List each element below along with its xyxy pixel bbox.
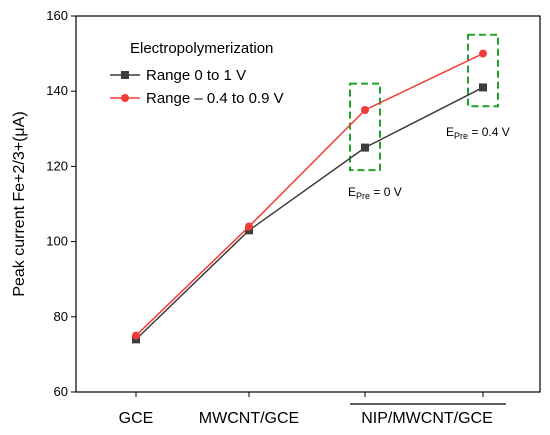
legend-marker-series-2	[121, 94, 129, 102]
plot-frame	[75, 15, 541, 393]
y-tick-label: 80	[54, 309, 68, 324]
series-2-line	[135, 52, 484, 337]
axes: 60 80 100 120 140 160 GCE MWCNT/GCE NIP/MWCNT/GC…	[11, 8, 541, 427]
series-2-point	[132, 331, 140, 340]
highlight-box	[467, 33, 499, 108]
series-1-point	[361, 143, 369, 152]
legend-label-series-2: Range – 0.4 to 0.9 V	[146, 90, 284, 107]
x-tick-label: GCE	[119, 410, 154, 427]
series-2-point	[245, 222, 253, 231]
highlight-box	[349, 82, 381, 172]
legend-marker-series-1	[121, 71, 129, 79]
series-2-point	[479, 49, 487, 58]
y-tick-label: 120	[46, 158, 68, 173]
y-axis-title: Peak current Fe+2/3+(μA)	[11, 111, 28, 296]
legend: Electropolymerization Range 0 to 1 V Ran…	[110, 40, 284, 107]
y-tick-label: 100	[46, 234, 68, 249]
y-tick-label: 160	[46, 8, 68, 23]
x-tick-label: NIP/MWCNT/GCE	[361, 410, 493, 427]
highlight-boxes	[349, 33, 499, 172]
annotation-label: EPre = 0.4 V	[446, 125, 510, 141]
y-tick-label: 140	[46, 83, 68, 98]
series-1-line	[135, 86, 484, 340]
series-lines	[132, 49, 487, 344]
annotation-label: EPre = 0 V	[348, 185, 402, 201]
legend-title: Electropolymerization	[130, 40, 273, 57]
annotations: EPre = 0 V EPre = 0.4 V	[348, 125, 510, 201]
series-2-point	[361, 106, 369, 114]
x-tick-label: MWCNT/GCE	[199, 410, 299, 427]
legend-label-series-1: Range 0 to 1 V	[146, 67, 246, 84]
series-1-point	[479, 83, 487, 92]
y-tick-label: 60	[54, 384, 68, 399]
